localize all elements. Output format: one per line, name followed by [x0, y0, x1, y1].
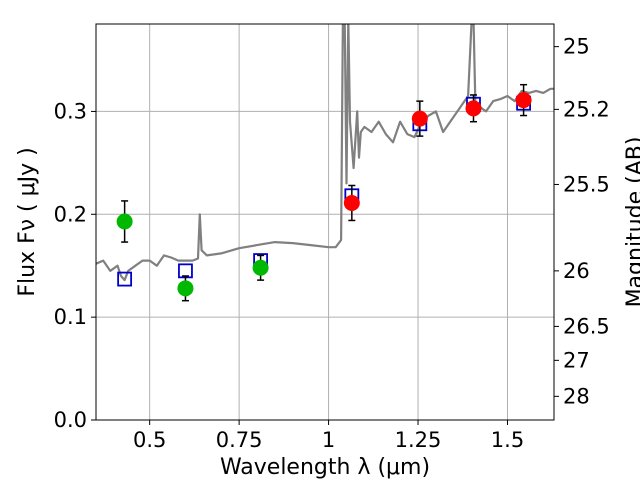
green-data-point: [116, 213, 133, 230]
plot-frame: [95, 23, 555, 421]
red-data-point: [515, 92, 532, 109]
y-tick-label: 0.2: [54, 202, 87, 226]
x-tick-label: 0.5: [133, 428, 166, 452]
spectrum-line: [96, 24, 554, 282]
red-data-point: [465, 100, 482, 117]
model-point: [117, 271, 133, 287]
x-tick-label: 1.25: [395, 428, 442, 452]
green-data-point: [252, 259, 269, 276]
right-tick-label: 25.5: [563, 172, 610, 196]
y-tick-label: 0.1: [54, 305, 87, 329]
y-tick-label: 0.3: [54, 99, 87, 123]
photometry-points: [116, 83, 532, 302]
right-tick-label: 26.5: [563, 314, 610, 338]
x-tick-label: 1.5: [491, 428, 524, 452]
right-tick-label: 27: [563, 348, 590, 372]
grid: [96, 24, 554, 421]
green-data-point: [177, 280, 194, 297]
axis-ticks: 0.5 0.75 1 1.25 1.5 0.0 0.1 0.2 0.3 25 25.2 25.5 26 2…: [54, 35, 610, 452]
x-tick-label: 0.75: [216, 428, 263, 452]
right-tick-label: 28: [563, 384, 590, 408]
y-axis-label: Flux Fν ( μJy ): [15, 147, 40, 296]
x-tick-label: 1: [322, 428, 335, 452]
x-axis-label: Wavelength λ (μm): [220, 455, 430, 480]
right-axis-label: Magnitude (AB): [623, 137, 640, 308]
model-points: [117, 95, 531, 287]
red-data-point: [343, 194, 360, 211]
spectrum: [96, 24, 554, 282]
right-tick-label: 26: [563, 259, 590, 283]
y-tick-label: 0.0: [54, 408, 87, 432]
right-tick-label: 25.2: [563, 97, 610, 121]
right-tick-label: 25: [563, 35, 590, 59]
red-data-point: [411, 110, 428, 127]
